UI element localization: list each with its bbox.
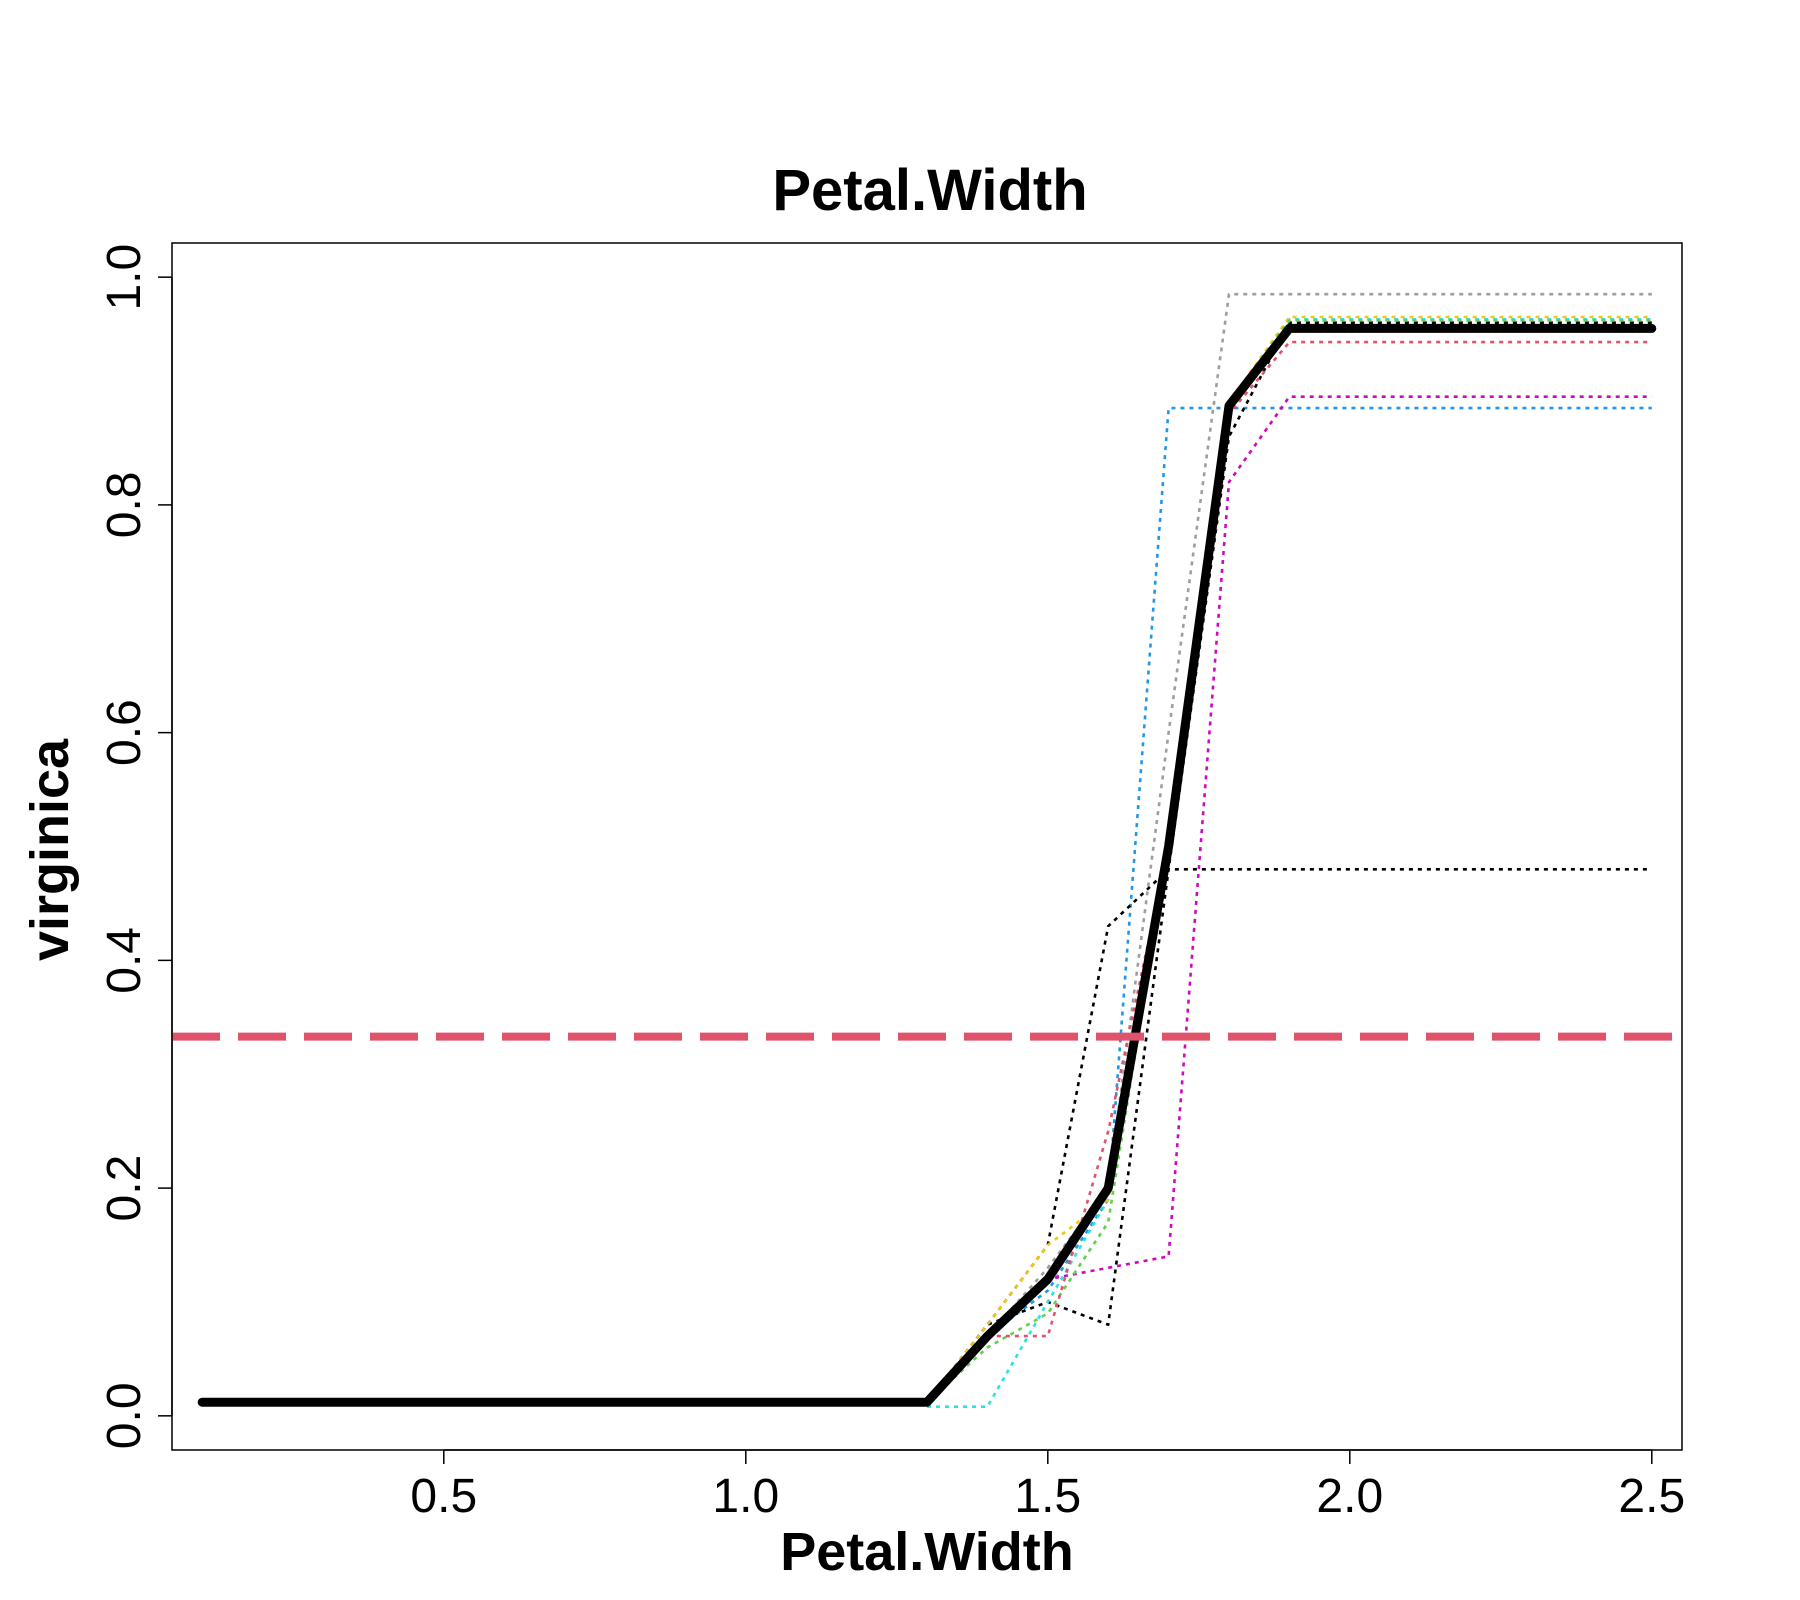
y-tick-label: 0.8 <box>98 472 151 539</box>
ice-curve-1 <box>926 292 1652 1404</box>
y-tick-label: 0.0 <box>98 1382 151 1449</box>
x-axis: 0.5 1.0 1.5 2.0 2.5 <box>410 1449 1685 1523</box>
y-tick-label: 0.2 <box>98 1155 151 1222</box>
ice-curve-3 <box>926 395 1652 1404</box>
mean-curve <box>197 323 1657 1407</box>
ice-curve-2 <box>926 406 1652 1404</box>
ice-curve-4 <box>925 321 1652 1403</box>
chart-title: Petal.Width <box>772 158 1087 223</box>
x-tick-label: 2.5 <box>1618 1470 1685 1523</box>
ice-curve-6 <box>927 317 1652 1408</box>
ice-curve-7 <box>925 315 1652 1403</box>
x-tick-label: 1.5 <box>1014 1470 1081 1523</box>
y-axis-label: virginica <box>20 738 80 961</box>
series-layer <box>172 292 1682 1408</box>
x-tick-label: 0.5 <box>410 1470 477 1523</box>
x-axis-label: Petal.Width <box>780 1522 1074 1582</box>
y-tick-label: 0.4 <box>98 927 151 994</box>
x-tick-label: 1.0 <box>712 1470 779 1523</box>
y-tick-label: 0.6 <box>98 699 151 766</box>
y-axis: 0.0 0.2 0.4 0.6 0.8 1.0 <box>98 244 173 1449</box>
ice-curve-9 <box>926 340 1652 1404</box>
x-tick-label: 2.0 <box>1316 1470 1383 1523</box>
y-tick-label: 1.0 <box>98 244 151 311</box>
plot-frame <box>171 242 1683 1451</box>
ice-curve-8 <box>926 319 1652 1404</box>
ice-curve-5 <box>925 867 1652 1403</box>
